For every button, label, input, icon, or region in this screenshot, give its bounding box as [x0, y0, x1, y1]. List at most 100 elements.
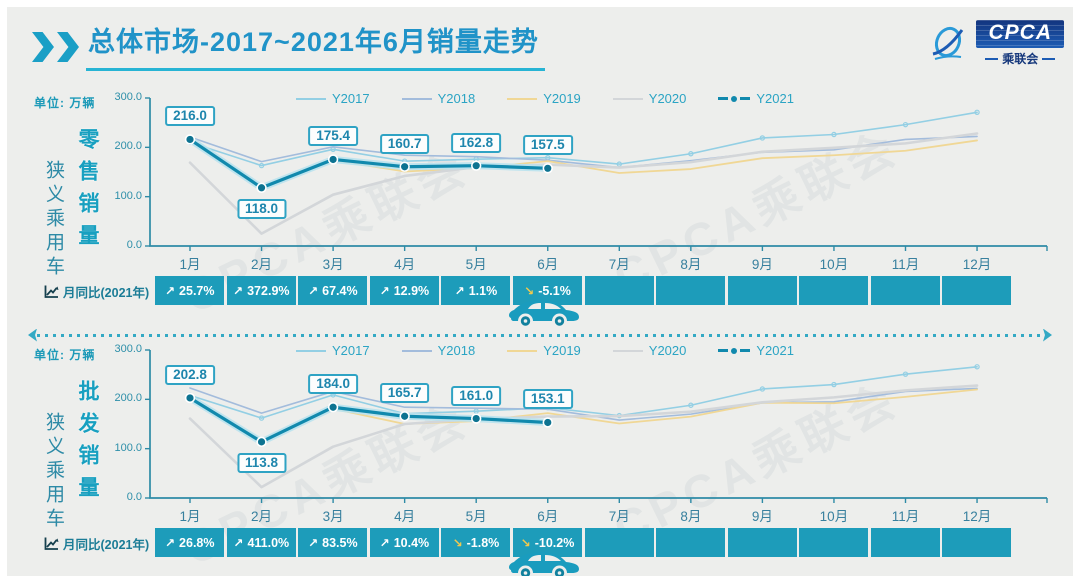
- yoy-cell: ↗ 10.4%: [369, 528, 439, 557]
- unit-label: 单位: 万辆: [34, 96, 96, 110]
- y-axis-tick-label: 0.0: [126, 238, 142, 251]
- cpca-logo-subtext-row: 乘联会: [985, 50, 1056, 67]
- data-point-marker: [759, 135, 766, 141]
- cpca-logo: CPCA 乘联会: [925, 20, 1064, 67]
- header: 总体市场-2017~2021年6月销量走势 CPCA 乘联会: [24, 14, 1066, 80]
- yoy-cell: [799, 528, 869, 557]
- trend-up-icon: ↗: [379, 535, 390, 550]
- x-axis-label: 6月: [537, 257, 559, 272]
- arrow-left-icon: [28, 328, 37, 342]
- yoy-cell: [727, 276, 797, 305]
- trend-chart-icon: [44, 285, 59, 298]
- data-point-marker: [330, 146, 336, 153]
- trend-up-icon: ↗: [233, 283, 244, 298]
- category-axis-title: 狭义乘用车: [43, 160, 64, 280]
- trend-up-icon: ↗: [164, 535, 176, 550]
- x-axis-label: 4月: [394, 257, 416, 272]
- yoy-cell: ↗ 67.4%: [298, 276, 368, 305]
- trend-up-icon: ↗: [308, 283, 319, 298]
- data-point-label: 202.8: [165, 364, 215, 385]
- dotted-line: [37, 333, 1043, 337]
- legend-label: Y2019: [543, 91, 581, 106]
- legend-swatch-part: [718, 349, 729, 352]
- data-point-marker: [184, 134, 196, 145]
- y-axis-tick-label: 0.0: [126, 490, 142, 503]
- y-axis-tick-label: 300.0: [114, 91, 142, 103]
- data-point-label: 153.1: [522, 389, 573, 410]
- yoy-value: 372.9%: [247, 283, 290, 298]
- x-axis-label: 9月: [751, 509, 773, 524]
- legend-label: Y2021: [756, 91, 794, 106]
- yoy-cell: ↘ -1.8%: [441, 528, 511, 557]
- data-point-label: 216.0: [165, 106, 215, 127]
- arrow-right-icon: [1043, 328, 1052, 342]
- cpca-logo-text: CPCA: [976, 20, 1064, 48]
- data-point-marker: [545, 154, 551, 161]
- y-axis-tick-label: 100.0: [114, 441, 142, 454]
- trend-down-icon: ↘: [520, 535, 531, 550]
- legend-swatch: [507, 97, 538, 100]
- legend-label: Y2019: [543, 343, 581, 358]
- x-axis-label: 5月: [465, 509, 487, 524]
- trend-up-icon: ↗: [164, 283, 176, 298]
- retail-sales-chart: CPCA乘联会 CPCA乘联会 单位: 万辆 狭义乘用车 零售销量 Y2017 Y…: [0, 86, 1080, 327]
- data-point-marker: [831, 131, 837, 138]
- data-point-marker: [974, 109, 980, 116]
- measure-axis-title: 批发销量: [76, 380, 99, 508]
- data-point-label: 165.7: [379, 383, 430, 404]
- yoy-value: 1.1%: [468, 283, 498, 298]
- series-line-Y2020: [188, 384, 979, 489]
- data-point-marker: [327, 154, 339, 165]
- yoy-row-label-text: 月同比(2021年): [63, 286, 150, 300]
- data-point-marker: [473, 408, 479, 414]
- legend: Y2017 Y2018 Y2019 Y2020 Y2021: [296, 343, 794, 358]
- cpca-logo-text-block: CPCA 乘联会: [976, 20, 1064, 67]
- x-axis-label: 3月: [322, 509, 344, 524]
- trend-up-icon: ↗: [308, 535, 319, 550]
- trend-down-icon: ↘: [452, 535, 463, 550]
- yoy-value: -10.2%: [534, 535, 575, 550]
- legend-item-Y2018: Y2018: [401, 343, 475, 358]
- x-axis-label: 3月: [322, 257, 344, 272]
- wholesale-sales-chart: CPCA乘联会 CPCA乘联会 单位: 万辆 狭义乘用车 批发销量 Y2017 Y…: [0, 338, 1080, 576]
- legend: Y2017 Y2018 Y2019 Y2020 Y2021: [296, 91, 794, 106]
- legend-item-Y2020: Y2020: [612, 343, 686, 358]
- data-point-marker: [256, 182, 267, 193]
- car-icon: [509, 300, 579, 327]
- yoy-cell: ↗ 12.9%: [369, 276, 439, 305]
- legend-swatch: [718, 95, 751, 102]
- data-point-marker: [258, 415, 265, 421]
- data-point-label: 160.7: [379, 133, 430, 154]
- yoy-value: 83.5%: [322, 535, 358, 550]
- yoy-cell: ↘ -10.2%: [512, 528, 583, 557]
- chevron-icon: [57, 32, 79, 62]
- cpca-swirl-icon: [933, 26, 964, 60]
- yoy-row-label: 月同比(2021年): [44, 534, 149, 553]
- yoy-cell: ↘ -5.1%: [512, 276, 583, 305]
- measure-axis-title: 零售销量: [76, 128, 99, 256]
- chevron-icon: [32, 32, 54, 62]
- legend-item-Y2019: Y2019: [507, 343, 581, 358]
- yoy-cell: ↗ 372.9%: [226, 276, 296, 305]
- data-point-marker: [399, 411, 410, 422]
- x-axis-label: 7月: [608, 509, 630, 524]
- x-axis-label: 8月: [680, 509, 702, 524]
- trend-down-icon: ↘: [524, 283, 535, 298]
- legend-swatch: [612, 349, 643, 352]
- x-axis-label: 10月: [819, 509, 849, 524]
- axis-line: [149, 98, 1047, 247]
- data-point-marker: [759, 386, 766, 392]
- data-point-marker: [902, 121, 909, 128]
- legend-swatch: [718, 347, 751, 354]
- x-axis-label: 1月: [179, 509, 201, 524]
- data-point-label: 184.0: [308, 374, 358, 395]
- x-axis-label: 2月: [251, 257, 273, 272]
- legend-swatch: [507, 349, 538, 352]
- trend-up-icon: ↗: [454, 283, 465, 298]
- yoy-value: 12.9%: [393, 283, 430, 298]
- legend-item-Y2021: Y2021: [718, 343, 794, 358]
- legend-item-Y2018: Y2018: [401, 91, 475, 106]
- data-point-marker: [401, 410, 408, 417]
- data-point-marker: [473, 156, 479, 162]
- x-axis-label: 11月: [891, 257, 920, 272]
